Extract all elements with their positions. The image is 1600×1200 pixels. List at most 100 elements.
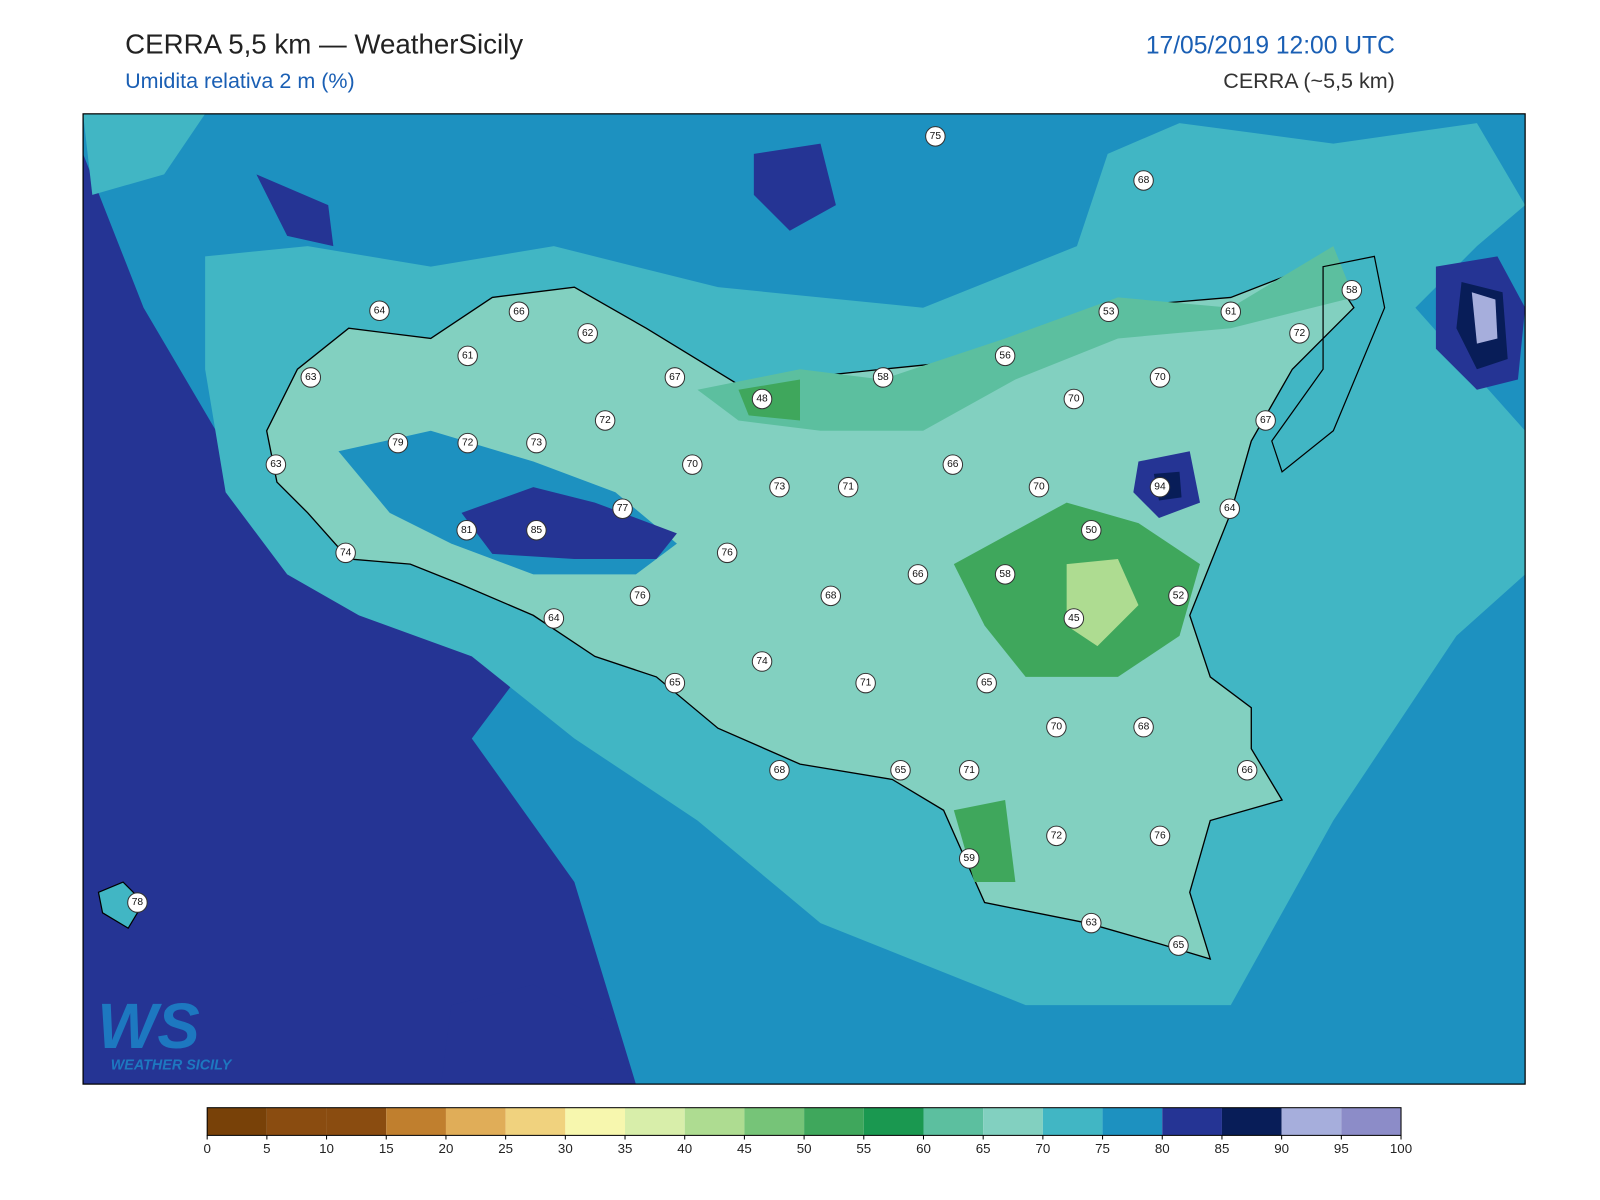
- station-value: 64: [548, 613, 560, 624]
- colorbar-swatch: [863, 1107, 924, 1136]
- station: 67: [1255, 410, 1276, 431]
- colorbar-tick-label: 70: [1035, 1141, 1050, 1156]
- title: CERRA 5,5 km — WeatherSicily: [125, 28, 523, 59]
- station: 61: [1220, 301, 1242, 323]
- station-marker: [1289, 323, 1310, 344]
- colorbar-swatch: [744, 1107, 805, 1136]
- station: 74: [751, 651, 773, 672]
- station: 70: [1149, 367, 1171, 388]
- station-marker: [716, 542, 738, 564]
- station: 76: [716, 542, 738, 564]
- stations: 75 68 64 66 62 61 63 67 48 58 56 53 61 58 72 70 70 67 79 72…: [127, 126, 1363, 956]
- station-value: 65: [1173, 940, 1185, 951]
- station-marker: [526, 432, 547, 454]
- station: 72: [594, 410, 616, 431]
- station-value: 70: [1033, 482, 1045, 493]
- station-marker: [820, 585, 842, 607]
- station: 52: [1168, 585, 1189, 607]
- station-value: 52: [1173, 590, 1185, 601]
- station-marker: [1133, 170, 1154, 191]
- station-value: 68: [1138, 722, 1150, 733]
- sea-area: [83, 113, 206, 195]
- station-value: 65: [981, 678, 993, 689]
- logo-mark: WS: [97, 991, 199, 1062]
- station-value: 73: [531, 438, 543, 449]
- station-marker: [1220, 301, 1242, 323]
- station-marker: [872, 367, 894, 388]
- colorbar-tick-label: 90: [1274, 1141, 1289, 1156]
- station-marker: [1149, 367, 1171, 388]
- colorbar-tick-label: 10: [319, 1141, 334, 1156]
- station: 81: [456, 519, 477, 541]
- station-value: 70: [687, 459, 699, 470]
- station-marker: [526, 519, 547, 541]
- station-marker: [369, 300, 390, 322]
- subtitle: Umidita relativa 2 m (%): [125, 69, 355, 93]
- station: 71: [855, 672, 876, 694]
- station-value: 70: [1051, 722, 1063, 733]
- station-value: 85: [531, 525, 543, 536]
- model: CERRA (~5,5 km): [1223, 69, 1395, 93]
- station: 73: [526, 432, 547, 454]
- station-marker: [994, 345, 1016, 367]
- colorbar-swatch: [1162, 1107, 1222, 1136]
- station: 94: [1149, 476, 1171, 498]
- station-marker: [976, 672, 997, 694]
- station: 66: [508, 301, 530, 323]
- station-marker: [265, 454, 287, 475]
- station: 71: [837, 476, 859, 498]
- station: 72: [1046, 825, 1067, 847]
- colorbar-swatch: [804, 1107, 864, 1136]
- station-marker: [387, 432, 409, 454]
- station-value: 62: [582, 328, 594, 339]
- station-marker: [1149, 476, 1171, 498]
- station-value: 73: [774, 482, 786, 493]
- colorbar-tick-label: 60: [916, 1141, 931, 1156]
- station: 71: [958, 759, 980, 781]
- station: 68: [1133, 716, 1154, 738]
- station-marker: [335, 542, 356, 564]
- station-value: 94: [1154, 482, 1166, 493]
- station-value: 77: [617, 503, 629, 514]
- station-marker: [1081, 912, 1102, 934]
- station: 70: [1046, 716, 1067, 738]
- station-value: 75: [930, 131, 942, 142]
- island: [97, 881, 145, 930]
- station-value: 76: [634, 590, 646, 601]
- station-marker: [594, 410, 616, 431]
- station-marker: [1028, 476, 1050, 498]
- station: 68: [1133, 170, 1154, 191]
- station-value: 50: [1086, 525, 1098, 536]
- station-marker: [664, 672, 686, 694]
- colorbar-swatch: [326, 1107, 387, 1136]
- station: 50: [1081, 519, 1102, 541]
- colorbar-tick-label: 35: [618, 1141, 633, 1156]
- station-marker: [907, 564, 929, 585]
- colorbar-tick-label: 30: [558, 1141, 573, 1156]
- station-value: 71: [860, 678, 872, 689]
- humid-area: [461, 487, 677, 559]
- station: 76: [629, 585, 651, 607]
- station-value: 53: [1103, 306, 1115, 317]
- station-value: 67: [669, 372, 681, 383]
- colorbar-swatch: [1221, 1107, 1282, 1136]
- station: 64: [543, 608, 565, 629]
- station: 65: [976, 672, 997, 694]
- colorbar-swatch: [445, 1107, 506, 1136]
- station: 85: [526, 519, 547, 541]
- station-marker: [682, 454, 703, 475]
- station-marker: [925, 126, 946, 147]
- station: 58: [872, 367, 894, 388]
- station-marker: [1168, 935, 1189, 956]
- humid-area: [1471, 292, 1498, 344]
- colorbar-swatch: [1042, 1107, 1103, 1136]
- station-marker: [1063, 608, 1085, 629]
- station-value: 72: [599, 415, 611, 426]
- station: 62: [577, 323, 598, 344]
- station: 78: [127, 892, 148, 913]
- colorbar-tick-label: 95: [1334, 1141, 1349, 1156]
- station-marker: [769, 476, 790, 498]
- station: 76: [1149, 825, 1171, 847]
- station-value: 72: [462, 438, 474, 449]
